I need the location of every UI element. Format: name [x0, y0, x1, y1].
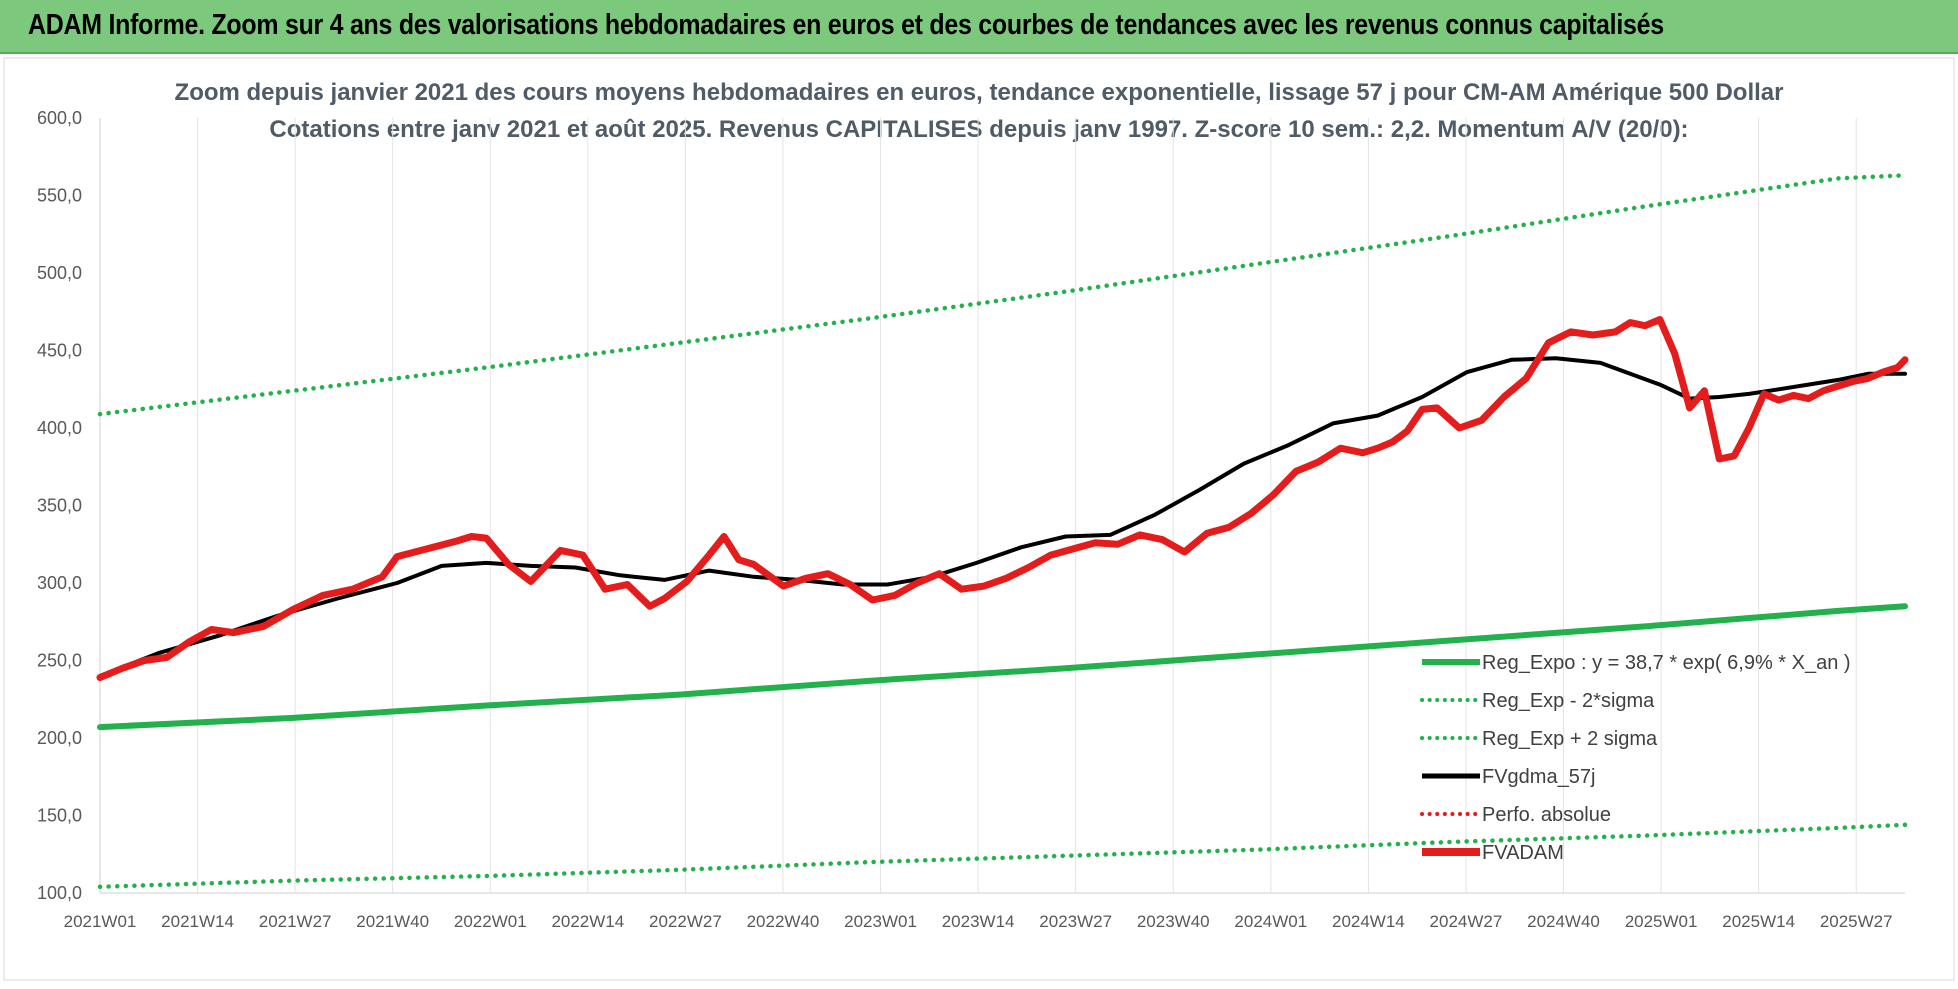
legend-label: FVADAM	[1482, 842, 1564, 864]
y-tick-label: 550,0	[37, 186, 82, 206]
series-line-reg-expo-y-38-7-exp-6-9-x-an	[97, 603, 1908, 731]
x-tick-label: 2023W27	[1039, 912, 1112, 931]
chart-title: Zoom depuis janvier 2021 des cours moyen…	[175, 79, 1784, 106]
x-tick-label: 2023W01	[844, 912, 917, 931]
series-line-reg-exp-2-sigma	[97, 822, 1908, 890]
y-tick-label: 300,0	[37, 573, 82, 593]
x-tick-label: 2022W40	[747, 912, 820, 931]
y-tick-label: 600,0	[37, 108, 82, 128]
chart-border	[3, 57, 1955, 981]
page-title: ADAM Informe. Zoom sur 4 ans des valoris…	[28, 9, 1664, 41]
x-tick-label: 2024W14	[1332, 912, 1405, 931]
x-tick-label: 2022W27	[649, 912, 722, 931]
legend-label: Perfo. absolue	[1482, 804, 1611, 826]
y-tick-label: 400,0	[37, 418, 82, 438]
y-tick-label: 200,0	[37, 728, 82, 748]
y-tick-label: 350,0	[37, 496, 82, 516]
legend-item-reg-expo-y-38-7-exp-6-9-x-an: Reg_Expo : y = 38,7 * exp( 6,9% * X_an )	[1422, 652, 1851, 674]
x-tick-label: 2024W40	[1527, 912, 1600, 931]
chart-container: Zoom depuis janvier 2021 des cours moyen…	[0, 54, 1958, 984]
x-tick-label: 2024W27	[1430, 912, 1503, 931]
y-tick-label: 100,0	[37, 883, 82, 903]
legend-label: Reg_Expo : y = 38,7 * exp( 6,9% * X_an )	[1482, 652, 1851, 674]
chart-series	[96, 173, 1909, 890]
x-tick-label: 2022W01	[454, 912, 527, 931]
x-tick-label: 2023W14	[942, 912, 1015, 931]
x-tick-label: 2021W01	[64, 912, 137, 931]
header-banner: ADAM Informe. Zoom sur 4 ans des valoris…	[0, 0, 1958, 54]
x-tick-label: 2021W40	[356, 912, 429, 931]
legend-label: Reg_Exp - 2*sigma	[1482, 690, 1655, 712]
series-line-reg-exp-2-sigma	[97, 173, 1908, 417]
y-axis-tick-labels: 100,0 150,0 200,0 250,0 300,0 350,0 400,0 450,0…	[37, 108, 82, 903]
y-tick-label: 450,0	[37, 341, 82, 361]
legend-item-fvadam: FVADAM	[1422, 842, 1564, 864]
legend-item-fvgdma-57j: FVgdma_57j	[1422, 766, 1595, 788]
x-tick-label: 2023W40	[1137, 912, 1210, 931]
x-tick-label: 2021W14	[161, 912, 234, 931]
chart-legend: Reg_Expo : y = 38,7 * exp( 6,9% * X_an )…	[1420, 652, 1851, 864]
x-axis-tick-labels: 2021W01 2021W14 2021W27 2021W40 2022W01 2022W…	[64, 912, 1893, 931]
legend-item-reg-exp-2-sigma: Reg_Exp - 2*sigma	[1420, 690, 1655, 712]
chart-background	[0, 54, 1958, 984]
chart-subtitle: Cotations entre janv 2021 et août 2025. …	[269, 116, 1688, 143]
x-tick-label: 2021W27	[259, 912, 332, 931]
x-tick-label: 2025W01	[1625, 912, 1698, 931]
legend-label: Reg_Exp + 2 sigma	[1482, 728, 1658, 750]
vertical-gridlines	[99, 118, 1905, 894]
legend-item-perfo-absolue: Perfo. absolue	[1420, 804, 1611, 826]
y-tick-label: 500,0	[37, 263, 82, 283]
legend-label: FVgdma_57j	[1482, 766, 1595, 788]
legend-item-reg-exp-2-sigma: Reg_Exp + 2 sigma	[1420, 728, 1658, 750]
y-tick-label: 150,0	[37, 806, 82, 826]
x-tick-label: 2022W14	[551, 912, 624, 931]
x-tick-label: 2025W14	[1722, 912, 1795, 931]
y-tick-label: 250,0	[37, 651, 82, 671]
x-tick-label: 2025W27	[1820, 912, 1893, 931]
line-chart: Zoom depuis janvier 2021 des cours moyen…	[0, 54, 1958, 984]
x-tick-label: 2024W01	[1234, 912, 1307, 931]
series-line-fvadam	[96, 316, 1909, 681]
